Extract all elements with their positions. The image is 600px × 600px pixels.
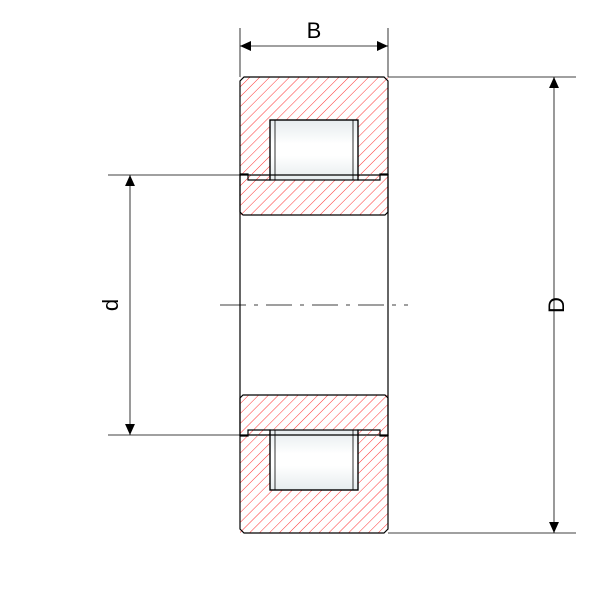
bearing-cross-section: B Dd (0, 0, 600, 600)
dimension-label-D: D (544, 297, 569, 313)
dimension-label-d: d (98, 299, 123, 311)
dimension-label-B: B (307, 18, 322, 43)
